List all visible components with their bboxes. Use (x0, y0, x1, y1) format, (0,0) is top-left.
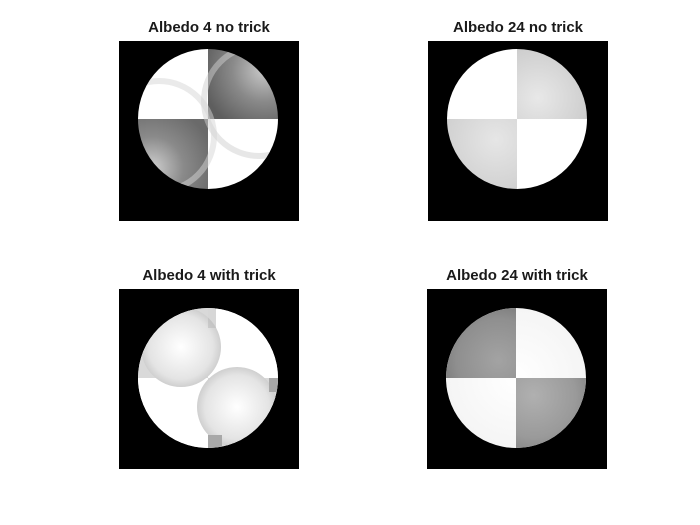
panel-title: Albedo 4 with trick (142, 267, 276, 284)
panel-title: Albedo 24 no trick (452, 19, 584, 36)
sphere-image (119, 289, 299, 469)
panel-title: Albedo 4 no trick (148, 19, 270, 36)
sphere-image (428, 41, 608, 221)
sphere-image (119, 41, 299, 221)
panel-title: Albedo 24 with trick (446, 267, 588, 284)
sphere-image (427, 289, 607, 469)
